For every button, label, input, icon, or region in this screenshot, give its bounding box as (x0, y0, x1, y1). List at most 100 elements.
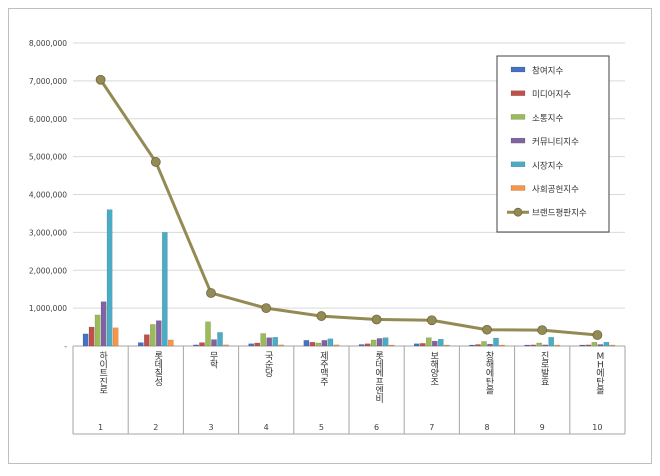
bar (193, 344, 199, 347)
bar (217, 332, 223, 347)
y-tick-label: 1,000,000 (29, 304, 67, 313)
legend-label: 소통지수 (532, 114, 563, 124)
line-marker (537, 325, 548, 335)
y-tick-label: 3,000,000 (29, 228, 67, 237)
brand-reputation-line (99, 78, 598, 337)
rank-label: 3 (208, 423, 213, 432)
bar (143, 334, 150, 347)
legend-label: 커뮤니티지수 (532, 137, 579, 148)
legend-box (496, 55, 610, 233)
legend-label: 시장지수 (532, 160, 563, 171)
bar (149, 324, 156, 347)
bar (487, 343, 493, 347)
rank-label: 5 (319, 423, 324, 432)
bar (260, 333, 267, 347)
bar (554, 344, 560, 347)
bar (388, 344, 395, 347)
rank-label: 1 (98, 423, 103, 432)
bar (524, 344, 530, 347)
bar (438, 338, 444, 347)
bar (530, 344, 536, 347)
line-marker (150, 157, 161, 167)
bar (112, 327, 119, 347)
rank-label: 9 (540, 423, 545, 432)
bar (106, 209, 113, 347)
bar (315, 342, 322, 347)
bar (321, 340, 328, 347)
bar (542, 344, 548, 347)
bar (266, 337, 273, 347)
bar (303, 340, 310, 347)
legend-swatch (510, 185, 526, 191)
legend-swatch (510, 66, 526, 73)
y-tick-label: 8,000,000 (29, 39, 67, 48)
bar (382, 337, 389, 347)
bar (82, 333, 89, 347)
bar (469, 344, 475, 347)
bar (370, 339, 377, 347)
bar (603, 342, 610, 347)
legend-swatch (510, 161, 526, 168)
y-tick-label: 7,000,000 (29, 77, 67, 86)
y-tick-label: 2,000,000 (29, 266, 67, 275)
y-tick-label: 6,000,000 (29, 115, 67, 124)
bar (155, 320, 162, 347)
y-tick-label: 5,000,000 (29, 153, 67, 162)
bar (88, 326, 95, 347)
legend-swatch (510, 137, 526, 144)
bar (254, 342, 261, 347)
line-marker (592, 330, 603, 340)
y-tick-label: 4,000,000 (29, 191, 67, 200)
bar (579, 344, 586, 347)
bar (585, 344, 592, 347)
bar (609, 344, 616, 347)
bar (493, 337, 499, 347)
rank-label: 7 (429, 423, 434, 432)
bar (597, 344, 604, 347)
rank-label: 6 (374, 423, 379, 432)
line-marker (206, 288, 216, 298)
bar (420, 343, 426, 347)
bar (414, 343, 420, 347)
bar (499, 344, 505, 347)
line-marker (316, 311, 327, 321)
bar (591, 342, 598, 347)
legend-swatch (510, 90, 526, 96)
bar (358, 344, 365, 347)
bar (248, 343, 255, 347)
line-marker (95, 74, 106, 85)
rank-label: 2 (153, 423, 158, 432)
bar (211, 339, 217, 347)
bar (272, 337, 279, 347)
line-marker (482, 324, 492, 335)
bar (94, 314, 101, 347)
legend-marker-swatch (513, 207, 523, 217)
line-marker (426, 315, 437, 326)
bar (333, 344, 340, 347)
bar (432, 340, 438, 347)
bar (364, 343, 371, 347)
bar (161, 232, 168, 347)
y-tick-label: - (64, 342, 67, 351)
bar (475, 344, 481, 347)
line-marker (371, 314, 382, 325)
bar (278, 344, 285, 347)
bar (481, 341, 487, 347)
bar (137, 342, 144, 347)
legend-label: 미디어지수 (532, 89, 571, 100)
legend-swatch (510, 114, 526, 120)
legend-label: 사회공헌지수 (532, 185, 579, 195)
bar (205, 321, 211, 347)
bar (444, 344, 450, 347)
legend-label: 브랜드평판지수 (532, 208, 587, 219)
